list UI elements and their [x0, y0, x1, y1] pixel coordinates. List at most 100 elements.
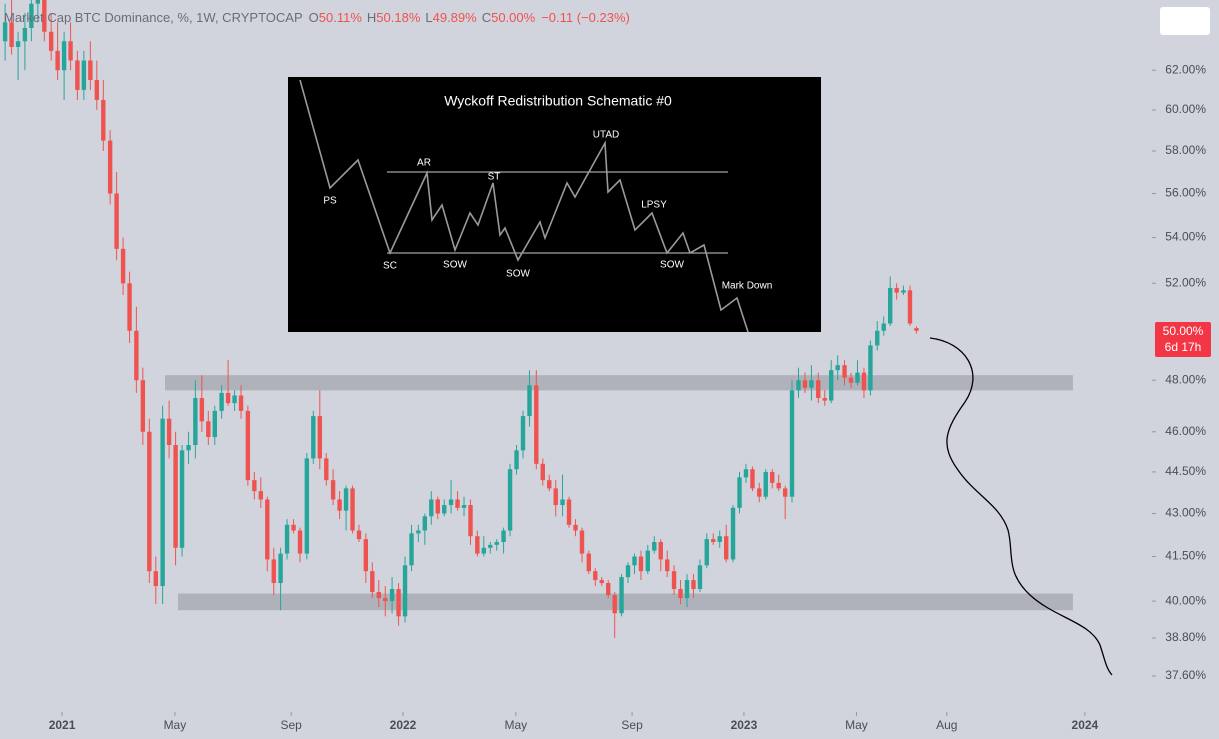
inset-label: PS [323, 196, 337, 207]
candle-body [468, 505, 473, 537]
candle-body [684, 580, 690, 599]
candle-body [606, 583, 611, 596]
candle-body [343, 488, 349, 511]
candle-body [140, 380, 146, 432]
candle-body [625, 565, 631, 578]
candle-body [901, 290, 906, 293]
candle-body [101, 99, 106, 141]
candle-body [48, 31, 54, 51]
candle-body [855, 372, 860, 383]
candle-body [94, 80, 100, 100]
candle-body [881, 323, 886, 331]
inset-label: LPSY [641, 200, 667, 211]
inset-background [288, 77, 821, 332]
x-tick-label: 2022 [390, 718, 417, 732]
candle-body [782, 488, 788, 497]
y-tick-label: 62.00% [1165, 62, 1206, 76]
candle-body [861, 372, 867, 391]
candle-body [448, 499, 454, 506]
candle-body [763, 471, 768, 497]
candle-body [475, 536, 480, 554]
ohlc-value: 50.11% [319, 10, 363, 25]
candle-body [842, 365, 847, 378]
candle-body [645, 550, 650, 572]
candle-body [566, 499, 572, 525]
candle-body [907, 290, 913, 324]
price-label: 50.00% [1163, 324, 1204, 338]
candle-body [724, 536, 729, 560]
candle-body [61, 41, 67, 71]
candle-body [356, 530, 362, 540]
candle-body [442, 505, 447, 514]
candle-body [389, 589, 395, 602]
y-tick-label: 44.50% [1165, 464, 1206, 478]
inset-path [299, 79, 749, 333]
x-tick-label: May [164, 718, 187, 732]
candle-body [147, 431, 152, 572]
y-tick-label: 48.00% [1165, 372, 1206, 386]
candle-body [245, 410, 251, 481]
candle-body [422, 516, 428, 531]
price-label-box [1155, 322, 1211, 357]
candle-body [107, 140, 113, 194]
candle-body [317, 416, 323, 459]
candle-body [297, 530, 303, 554]
candle-body [127, 283, 132, 331]
ohlc-value: 50.18% [376, 10, 421, 25]
candle-body [894, 287, 899, 293]
y-tick-label: 56.00% [1165, 186, 1206, 200]
candle-body [829, 370, 834, 401]
inset-label: AR [417, 158, 431, 169]
symbol-title: Market Cap BTC Dominance, %, 1W, CRYPTOC… [4, 10, 303, 25]
inset-label: UTAD [593, 130, 619, 141]
candle-body [553, 488, 558, 506]
candle-body [697, 565, 703, 590]
candle-body [219, 392, 224, 411]
candle-body [402, 565, 408, 617]
candle-body [88, 60, 93, 81]
candle-body [311, 416, 316, 459]
candle-body [9, 22, 14, 47]
candle-body [802, 380, 808, 388]
candle-body [232, 395, 237, 404]
candle-body [68, 41, 73, 61]
candle-body [481, 547, 486, 554]
candle-body [193, 398, 198, 446]
candle-body [455, 499, 460, 508]
candle-body [789, 390, 795, 497]
candle-body [730, 507, 736, 560]
candle-body [376, 592, 381, 599]
candle-body [494, 541, 499, 545]
candle-body [363, 539, 369, 572]
candle-body [586, 553, 592, 572]
candle-body [514, 450, 519, 470]
candle-body [547, 480, 552, 489]
inset-label: Mark Down [722, 281, 773, 292]
candle-body [501, 530, 506, 542]
zone [177, 593, 1073, 611]
x-tick-label: 2021 [49, 718, 76, 732]
candle-body [252, 480, 257, 492]
y-tick-label: 40.00% [1165, 593, 1206, 607]
candle-body [238, 395, 244, 411]
candle-body [330, 480, 336, 500]
candle-body [632, 556, 637, 566]
candle-body [717, 536, 722, 542]
inset-label: SOW [506, 269, 530, 280]
candle-body [337, 499, 342, 511]
candle-body [678, 589, 683, 599]
hand-drawn-projection [929, 337, 1113, 676]
candle-body [2, 22, 8, 42]
y-tick-label: 38.80% [1165, 630, 1206, 644]
candle-body [29, 3, 34, 28]
button[interactable] [1160, 7, 1210, 35]
ohlc-key: C [482, 10, 491, 25]
candle-body [42, 0, 47, 32]
candle-body [278, 553, 283, 584]
candle-body [258, 491, 264, 500]
candle-body [835, 365, 840, 371]
candle-body [179, 450, 185, 548]
candle-body [461, 505, 467, 508]
candle-body [816, 380, 821, 399]
